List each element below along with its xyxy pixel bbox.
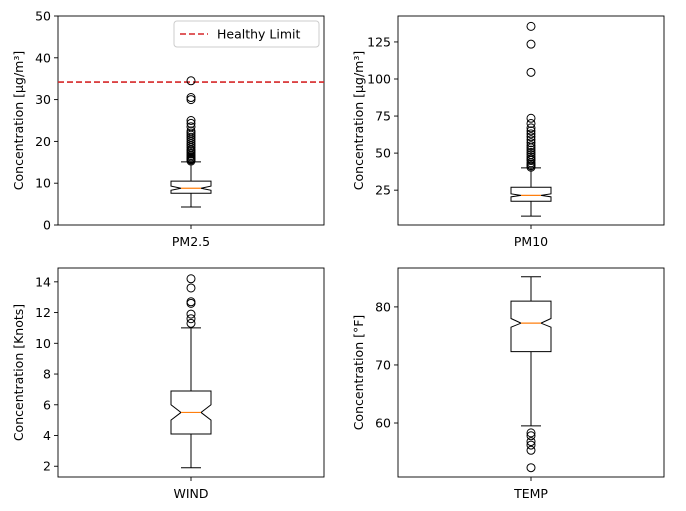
outlier-point <box>526 154 536 164</box>
y-tick-label: 10 <box>35 176 51 191</box>
outlier-point <box>186 76 196 86</box>
axes-frame <box>397 15 665 226</box>
outlier-point <box>186 274 196 284</box>
y-tick-label: 12 <box>35 305 51 320</box>
outlier-point <box>526 132 536 142</box>
y-tick-label: 8 <box>43 367 51 382</box>
outlier-point <box>526 440 536 450</box>
y-axis-label: Concentration [µg/m³] <box>11 51 26 190</box>
outlier-point <box>186 297 196 307</box>
outlier-point <box>526 463 536 473</box>
outlier-point <box>526 141 536 151</box>
box <box>510 186 552 202</box>
outlier-point <box>186 318 196 328</box>
y-tick-label: 2 <box>43 459 51 474</box>
y-axis-label: Concentration [Knots] <box>11 304 26 441</box>
outlier-point <box>186 283 196 293</box>
y-tick-label: 100 <box>367 71 391 86</box>
outlier-point <box>186 95 196 105</box>
y-axis-label: Concentration [µg/m³] <box>351 51 366 190</box>
outlier-point <box>526 113 536 123</box>
outlier-point <box>526 152 536 162</box>
y-tick-label: 20 <box>35 134 51 149</box>
y-tick-label: 25 <box>375 183 391 198</box>
panel-pm10: 25 50 75 100 125 PM10 Concentration [µg/m³] <box>351 15 665 249</box>
outlier-point <box>526 67 536 77</box>
y-tick-label: 6 <box>43 397 51 412</box>
box <box>170 180 212 194</box>
outlier-point <box>186 118 196 128</box>
outlier-point <box>186 132 196 142</box>
outlier-point <box>526 445 536 455</box>
outlier-point <box>526 21 536 31</box>
y-tick-label: 50 <box>35 9 51 24</box>
x-tick-label: PM10 <box>514 234 548 249</box>
outlier-point <box>186 122 196 132</box>
y-tick-label: 14 <box>35 274 51 289</box>
y-tick-label: 70 <box>375 357 391 372</box>
outlier-point <box>526 138 536 148</box>
y-tick-label: 10 <box>35 336 51 351</box>
y-tick-label: 125 <box>367 34 391 49</box>
y-tick-label: 60 <box>375 416 391 431</box>
outlier-point <box>526 126 536 136</box>
outlier-point <box>526 118 536 128</box>
outlier-point <box>186 93 196 103</box>
y-tick-label: 30 <box>35 92 51 107</box>
x-tick-label: PM2.5 <box>172 234 210 249</box>
outlier-point <box>526 150 536 160</box>
y-tick-label: 40 <box>35 50 51 65</box>
legend-box <box>173 20 320 48</box>
outlier-point <box>526 123 536 133</box>
x-tick-label: TEMP <box>513 486 548 501</box>
outlier-point <box>186 116 196 125</box>
outlier-point <box>526 129 536 139</box>
x-tick-label: WIND <box>173 486 208 501</box>
outlier-point <box>186 128 196 138</box>
y-tick-label: 0 <box>43 218 51 233</box>
y-axis-label: Concentration [°F] <box>351 315 366 431</box>
outlier-point <box>526 431 536 441</box>
panel-temp: 60 70 80 TEMP Concentration [°F] <box>351 267 665 501</box>
legend-label: Healthy Limit <box>217 27 301 42</box>
outlier-point <box>526 437 536 447</box>
y-tick-label: 4 <box>43 428 51 443</box>
outlier-point <box>526 147 536 157</box>
box <box>510 300 552 353</box>
outlier-point <box>186 309 196 319</box>
outlier-point <box>526 428 536 438</box>
panel-pm2-5: 0 10 20 30 40 50 PM2.5 Concentration [µg/m³] Hea… <box>11 9 325 249</box>
y-tick-label: 75 <box>375 109 391 124</box>
outlier-point <box>186 314 196 324</box>
outlier-point <box>526 39 536 49</box>
outlier-point <box>526 135 536 145</box>
box <box>170 390 212 435</box>
panel-wind: 2 4 6 8 10 12 14 WIND Concentration [Knots] <box>11 267 325 501</box>
outlier-point <box>526 145 536 155</box>
y-tick-label: 50 <box>375 146 391 161</box>
y-tick-label: 80 <box>375 299 391 314</box>
